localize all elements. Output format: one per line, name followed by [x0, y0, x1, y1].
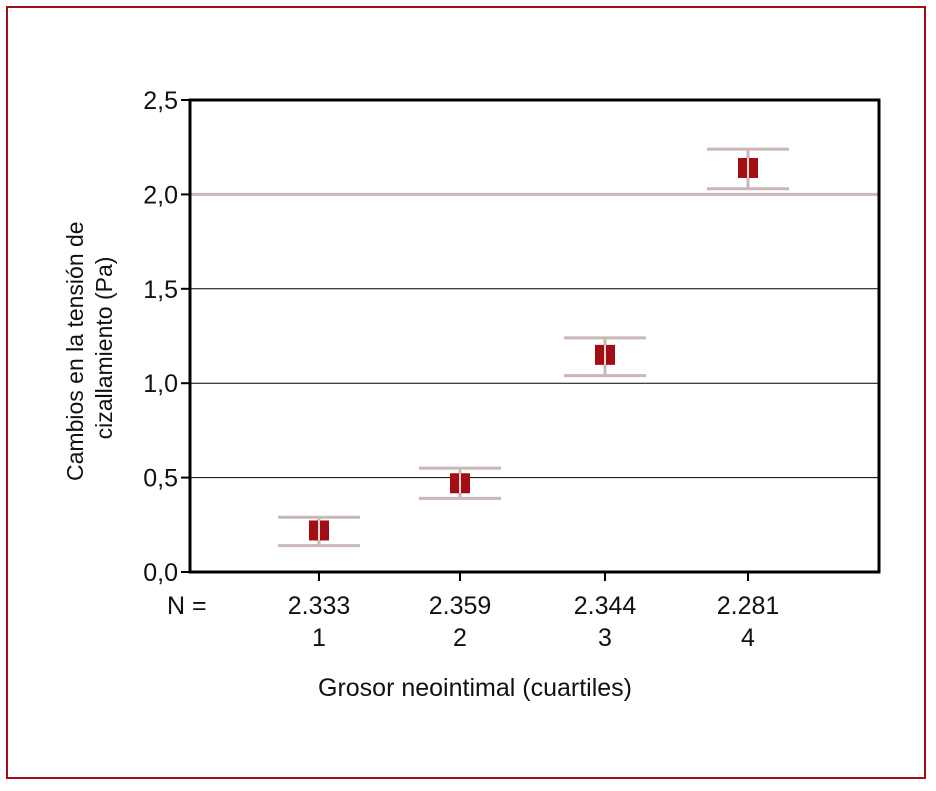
n-label: N = — [167, 592, 207, 620]
y-tick-label: 1,0 — [143, 370, 178, 398]
y-tick-label: 0,5 — [143, 465, 178, 493]
grid-lines — [190, 288, 879, 479]
x-axis-ticks: 2.333 1 2.359 2 2.344 3 2.281 4 — [288, 572, 780, 652]
x-tick-label: 3 — [598, 624, 612, 652]
x-tick-label: 4 — [741, 624, 755, 652]
x-axis-label: Grosor neointimal (cuartiles) — [318, 674, 632, 702]
x-tick-n-value: 2.359 — [429, 592, 492, 620]
y-tick-label: 1,5 — [143, 276, 178, 304]
markers — [309, 157, 758, 541]
figure-frame — [6, 6, 926, 779]
y-tick-label: 0,0 — [143, 559, 178, 587]
plot-area — [188, 98, 881, 574]
error-bars — [278, 147, 789, 548]
y-tick-label: 2,5 — [143, 87, 178, 115]
x-tick-label: 2 — [453, 624, 467, 652]
y-tick-label: 2,0 — [143, 181, 178, 209]
x-tick-label: 1 — [312, 624, 326, 652]
y-axis-label-line-2: cizallamiento (Pa) — [91, 257, 117, 440]
x-tick-n-value: 2.333 — [288, 592, 351, 620]
x-tick-n-value: 2.281 — [717, 592, 780, 620]
x-tick-n-value: 2.344 — [574, 592, 637, 620]
y-axis-ticks: 0,0 0,5 1,0 1,5 2,0 2,5 — [143, 87, 190, 587]
y-axis-label: Cambios en la tensión de cizallamiento (… — [62, 215, 117, 481]
y-axis-label-line-1: Cambios en la tensión de — [62, 221, 88, 481]
